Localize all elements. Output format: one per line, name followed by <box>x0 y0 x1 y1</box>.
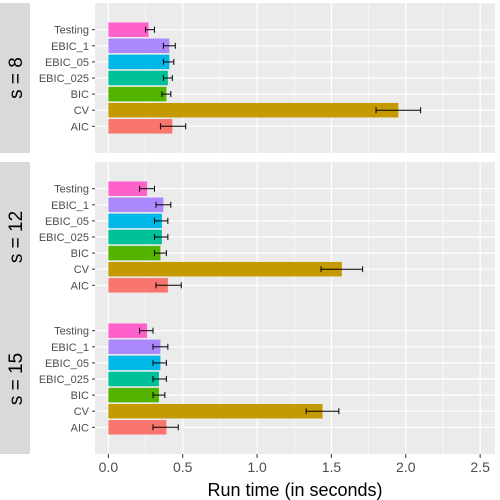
bar-bic <box>108 245 161 261</box>
bar-aic <box>108 119 173 134</box>
panel-1: s = 8 Testing EBIC_1 EBIC_05 EBIC_025 BIC CV AI… <box>0 3 495 153</box>
y-tick-label: EBIC_05 <box>45 216 89 228</box>
panel-title: s = 8 <box>6 57 27 99</box>
panel-2: s = 12 Testing EBIC_1 EBIC_05 EBIC_025 BIC CV A… <box>0 162 495 312</box>
bar-ebic-1 <box>108 339 161 355</box>
y-tick-label: CV <box>74 264 90 276</box>
bar-ebic-05 <box>108 213 162 229</box>
panel-3: s = 15 Testing EBIC_1 EBIC_05 EBIC_025 BIC CV A… <box>0 304 495 454</box>
bar-testing <box>108 181 148 196</box>
panel-strip <box>0 162 30 312</box>
y-tick-label: EBIC_05 <box>45 57 89 69</box>
bar-ebic-025 <box>108 70 168 86</box>
bar-testing <box>108 22 149 37</box>
y-tick-label: Testing <box>54 25 89 37</box>
bar-ebic-025 <box>108 229 162 245</box>
x-tick-label: 1.0 <box>247 459 267 475</box>
x-tick-label: 2.0 <box>396 459 416 475</box>
y-tick-label: EBIC_1 <box>51 342 89 354</box>
bar-ebic-05 <box>108 54 170 70</box>
bar-bic <box>108 387 159 403</box>
y-tick-label: BIC <box>71 390 89 402</box>
y-tick-label: CV <box>74 105 90 117</box>
x-axis-title: Run time (in seconds) <box>207 480 382 500</box>
bar-cv <box>108 403 323 419</box>
panel-strip <box>0 3 30 153</box>
y-tick-label: AIC <box>71 121 89 133</box>
y-tick-label: EBIC_1 <box>51 41 89 53</box>
y-tick-label: EBIC_025 <box>39 73 89 85</box>
panel-title: s = 15 <box>6 353 27 405</box>
x-tick-label: 2.5 <box>470 459 490 475</box>
y-tick-label: EBIC_025 <box>39 374 89 386</box>
y-tick-label: AIC <box>71 280 89 292</box>
panel-strip <box>0 304 30 454</box>
y-tick-label: BIC <box>71 248 89 260</box>
bar-ebic-05 <box>108 355 161 371</box>
bar-cv <box>108 102 399 118</box>
bar-ebic-025 <box>108 371 159 387</box>
panel-title: s = 12 <box>6 211 27 263</box>
x-tick-label: 0.5 <box>173 459 193 475</box>
y-tick-label: BIC <box>71 89 89 101</box>
y-tick-label: CV <box>74 406 90 418</box>
bar-testing <box>108 323 148 338</box>
x-axis: 0.0 0.5 1.0 1.5 2.0 2.5 <box>99 454 490 475</box>
bar-aic <box>108 420 167 435</box>
y-tick-label: AIC <box>71 422 89 434</box>
y-tick-label: Testing <box>54 326 89 338</box>
bar-aic <box>108 278 168 293</box>
x-tick-label: 1.5 <box>322 459 342 475</box>
bar-ebic-1 <box>108 38 170 54</box>
x-tick-label: 0.0 <box>99 459 119 475</box>
y-tick-label: EBIC_05 <box>45 358 89 370</box>
y-tick-label: EBIC_025 <box>39 232 89 244</box>
y-tick-label: EBIC_1 <box>51 200 89 212</box>
bar-cv <box>108 261 342 277</box>
y-tick-label: Testing <box>54 184 89 196</box>
bar-bic <box>108 86 167 102</box>
bar-ebic-1 <box>108 197 164 213</box>
chart-panels: s = 8 Testing EBIC_1 EBIC_05 EBIC_025 BIC CV AI… <box>0 3 495 454</box>
